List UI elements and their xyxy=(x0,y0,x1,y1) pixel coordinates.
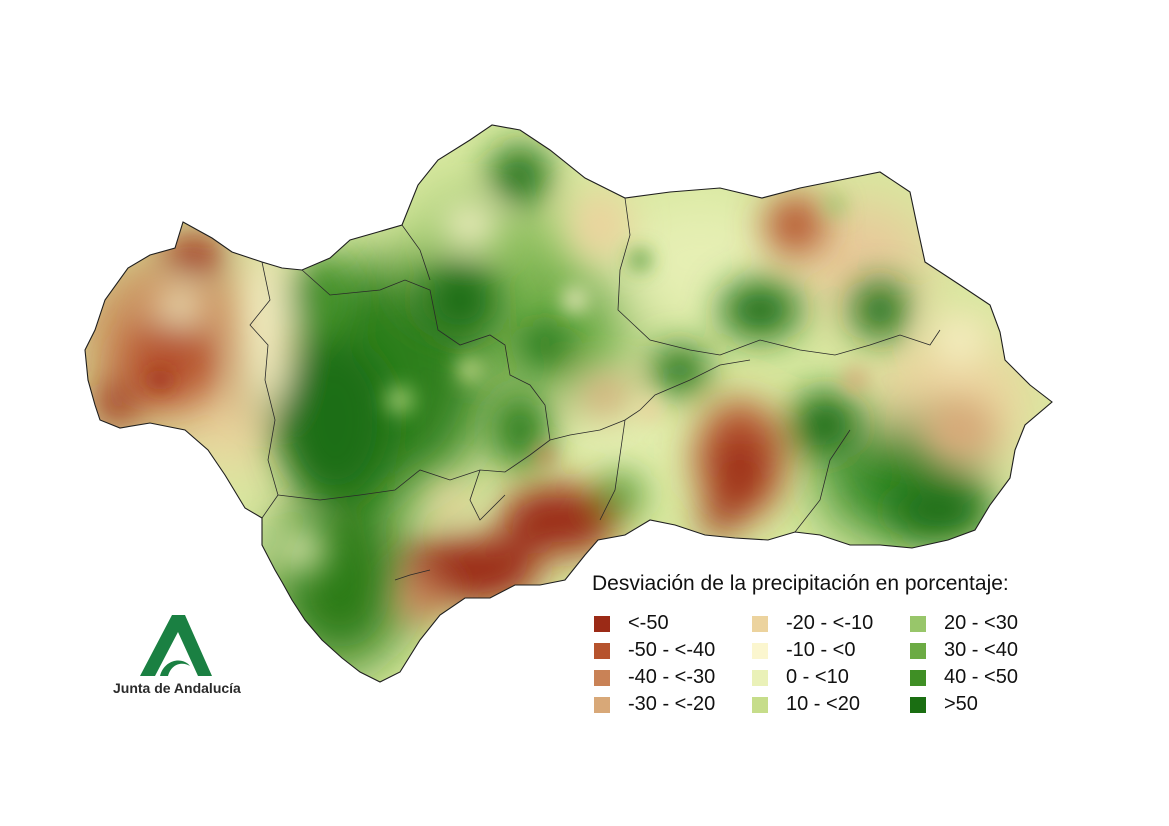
legend-swatch xyxy=(910,696,926,713)
legend-item: 40 - <50 xyxy=(906,664,1056,691)
legend-item: 30 - <40 xyxy=(906,637,1056,664)
legend-label: 40 - <50 xyxy=(944,666,1018,688)
legend-swatch xyxy=(910,642,926,659)
legend-label: -30 - <-20 xyxy=(628,693,716,715)
legend-title: Desviación de la precipitación en porcen… xyxy=(592,572,1009,595)
legend-label: -20 - <-10 xyxy=(786,612,874,634)
legend-swatch xyxy=(752,696,768,713)
legend-label: >50 xyxy=(944,693,978,715)
legend-item: 20 - <30 xyxy=(906,610,1056,637)
legend-label: <-50 xyxy=(628,612,669,634)
legend-label: 20 - <30 xyxy=(944,612,1018,634)
legend-swatch xyxy=(594,642,610,659)
legend-swatch xyxy=(752,615,768,632)
legend-item: <-50 xyxy=(590,610,748,637)
legend-swatch xyxy=(594,696,610,713)
legend-item: 10 - <20 xyxy=(748,691,906,718)
legend-label: 0 - <10 xyxy=(786,666,849,688)
legend-item: -50 - <-40 xyxy=(590,637,748,664)
legend-label: -10 - <0 xyxy=(786,639,856,661)
legend: Desviación de la precipitación en porcen… xyxy=(590,572,1060,718)
legend-swatch xyxy=(910,615,926,632)
legend-label: 30 - <40 xyxy=(944,639,1018,661)
andalucia-a-logo-icon xyxy=(140,615,212,676)
legend-label: -40 - <-30 xyxy=(628,666,716,688)
legend-item: -30 - <-20 xyxy=(590,691,748,718)
legend-swatch xyxy=(594,669,610,686)
legend-swatch xyxy=(594,615,610,632)
logo-text: Junta de Andalucía xyxy=(113,680,241,696)
legend-item: >50 xyxy=(906,691,1056,718)
legend-label: 10 - <20 xyxy=(786,693,860,715)
legend-swatch xyxy=(910,669,926,686)
legend-item: -20 - <-10 xyxy=(748,610,906,637)
legend-swatch xyxy=(752,642,768,659)
legend-grid: <-50 -50 - <-40 -40 - <-30 -30 - <-20 -20 - … xyxy=(590,610,1060,718)
legend-item: 0 - <10 xyxy=(748,664,906,691)
precipitation-field xyxy=(85,125,1052,682)
legend-swatch xyxy=(752,669,768,686)
legend-item: -10 - <0 xyxy=(748,637,906,664)
legend-item: -40 - <-30 xyxy=(590,664,748,691)
province-boundaries xyxy=(249,197,941,581)
legend-label: -50 - <-40 xyxy=(628,639,716,661)
